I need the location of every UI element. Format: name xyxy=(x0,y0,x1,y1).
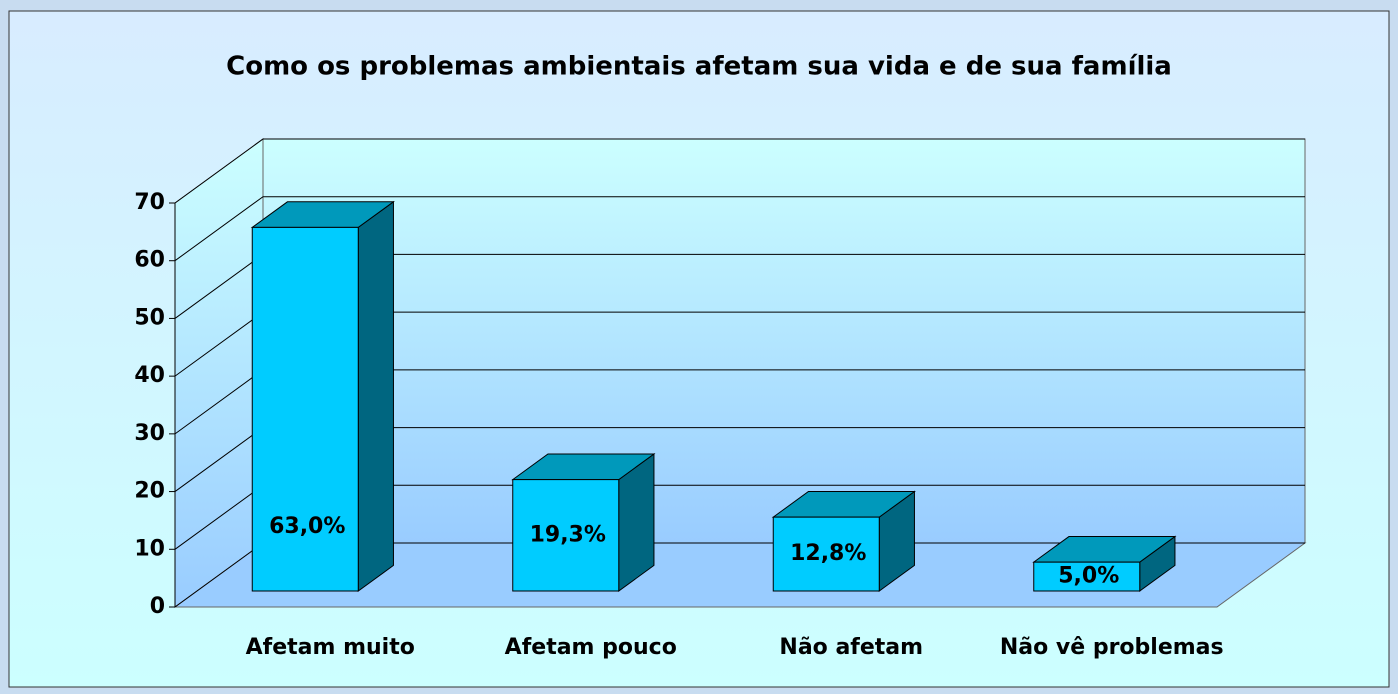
bar xyxy=(512,479,620,592)
y-tick-label: 70 xyxy=(134,190,165,215)
side-wall xyxy=(174,138,264,608)
grid-line xyxy=(174,196,1305,262)
y-tick-label: 0 xyxy=(150,594,165,619)
y-tick-label: 20 xyxy=(134,479,165,504)
data-label: 12,8% xyxy=(790,541,866,566)
back-wall xyxy=(262,138,1306,544)
grid-line xyxy=(174,138,1305,204)
data-label: 5,0% xyxy=(1058,564,1119,589)
bar xyxy=(251,226,359,592)
bar-side xyxy=(357,200,394,592)
x-tick-label: Não afetam xyxy=(779,635,923,660)
bar xyxy=(1033,561,1141,592)
chart-title: Como os problemas ambientais afetam sua … xyxy=(226,52,1172,82)
data-label: 19,3% xyxy=(530,522,606,547)
y-tick-label: 30 xyxy=(134,421,165,446)
x-tick-label: Afetam muito xyxy=(246,635,415,660)
x-tick-label: Não vê problemas xyxy=(1000,635,1224,660)
y-tick-label: 60 xyxy=(134,248,165,273)
y-tick-label: 10 xyxy=(134,536,165,561)
x-tick-label: Afetam pouco xyxy=(505,635,677,660)
bar xyxy=(772,516,880,592)
data-label: 63,0% xyxy=(269,514,345,539)
y-tick-label: 40 xyxy=(134,363,165,388)
y-tick-label: 50 xyxy=(134,305,165,330)
